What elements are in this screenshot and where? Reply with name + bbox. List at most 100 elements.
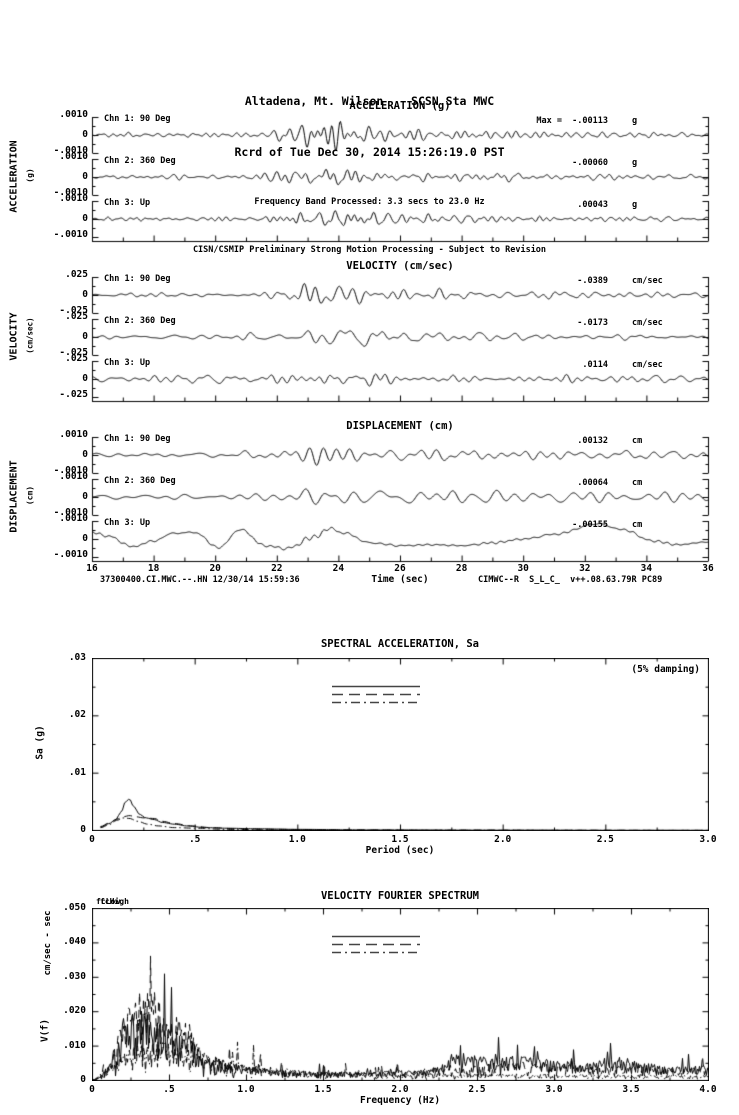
x-tick: 0: [89, 834, 95, 845]
y-tick: -.0010: [53, 465, 88, 476]
peak-value: .00132: [430, 436, 608, 446]
peak-unit: g: [632, 158, 638, 168]
legend-row: Chn 1: 90 Deg: [330, 926, 422, 938]
legend-row: Chn 2: 360 Deg: [330, 684, 422, 696]
y-tick: -.0010: [53, 145, 88, 156]
legend-row: Chn 2: 360 Deg: [330, 934, 422, 946]
sa-ylabel: Sa (g): [34, 725, 46, 760]
y-tick: -.0010: [53, 229, 88, 240]
x-tick: 3.0: [545, 1084, 563, 1095]
y-tick: .0010: [59, 429, 88, 440]
channel-label: Chn 3: Up: [104, 198, 151, 208]
velocity-waveforms-canvas: [88, 274, 712, 408]
y-tick: .02: [68, 709, 86, 720]
y-tick: -.0010: [53, 187, 88, 198]
displacement-title: DISPLACEMENT (cm): [346, 420, 454, 432]
channel-label: Chn 3: Up: [104, 518, 151, 528]
peak-number: .00043: [577, 200, 608, 210]
x-tick: 2.0: [494, 834, 512, 845]
y-tick: .01: [68, 767, 86, 778]
peak-prefix: Max =: [536, 116, 573, 126]
y-tick: .025: [65, 269, 88, 280]
y-tick: .030: [63, 970, 86, 982]
legend-row: Chn 1: 90 Deg: [330, 676, 422, 688]
legend-line-solid: [332, 685, 420, 688]
peak-unit: cm/sec: [632, 318, 663, 328]
channel-label: Chn 2: 360 Deg: [104, 316, 176, 326]
peak-value: .0114: [430, 360, 608, 370]
fc-low-marker: fcLow: [96, 897, 121, 906]
legend-line-dashdot: [332, 951, 420, 954]
peak-unit: cm/sec: [632, 276, 663, 286]
y-tick: 0: [80, 824, 86, 835]
time-tick: 24: [332, 563, 345, 574]
y-tick: .0010: [59, 109, 88, 120]
time-tick: 20: [209, 563, 221, 574]
legend-row: Chn 3: Up: [330, 692, 422, 704]
y-tick: 0: [82, 533, 88, 544]
peak-unit: cm/sec: [632, 360, 663, 370]
x-tick: 2.0: [391, 1084, 409, 1095]
peak-value: -.0389: [430, 276, 608, 286]
y-tick: .0010: [59, 151, 88, 162]
x-tick: 0: [89, 1084, 95, 1095]
time-tick: 36: [702, 563, 714, 574]
y-tick: .03: [68, 652, 86, 663]
y-tick: .0010: [59, 471, 88, 482]
time-axis-label: Time (sec): [371, 574, 429, 585]
time-tick: 34: [640, 563, 653, 574]
sa-title: SPECTRAL ACCELERATION, Sa: [320, 638, 480, 650]
y-tick: 0: [82, 491, 88, 502]
peak-number: -.0389: [577, 276, 608, 286]
x-tick: 1.0: [237, 1084, 255, 1095]
fourier-xlabel: Frequency (Hz): [359, 1095, 441, 1106]
y-tick: .025: [65, 311, 88, 322]
acceleration-side-label: ACCELERATION: [8, 140, 20, 213]
channel-label: Chn 1: 90 Deg: [104, 274, 171, 284]
peak-value: -.00155: [430, 520, 608, 530]
x-tick: 1.5: [314, 1084, 332, 1095]
peak-number: -.00155: [572, 520, 608, 530]
acceleration-title: ACCELERATION (g): [349, 100, 451, 112]
damping-annotation: (5% damping): [631, 664, 700, 675]
legend-row: Chn 3: Up: [330, 942, 422, 954]
peak-value: -.00060: [430, 158, 608, 168]
fourier-title: VELOCITY FOURIER SPECTRUM: [320, 890, 480, 902]
legend-line-dash: [332, 943, 420, 946]
legend-line-dash: [332, 693, 420, 696]
time-tick: 28: [455, 563, 468, 574]
peak-number: .0114: [582, 360, 608, 370]
y-tick: -.025: [59, 389, 88, 400]
legend-line-dashdot: [332, 701, 420, 704]
velocity-title: VELOCITY (cm/sec): [346, 260, 454, 272]
fc-high-marker: fcHigh: [100, 897, 129, 906]
time-tick: 18: [147, 563, 160, 574]
y-tick: .010: [63, 1039, 86, 1051]
peak-number: .00064: [577, 478, 608, 488]
peak-value: Max = -.00113: [430, 116, 608, 126]
channel-label: Chn 1: 90 Deg: [104, 434, 171, 444]
y-tick: -.025: [59, 347, 88, 358]
channel-label: Chn 2: 360 Deg: [104, 156, 176, 166]
peak-unit: cm: [632, 520, 643, 530]
channel-label: Chn 3: Up: [104, 358, 151, 368]
x-tick: 4.0: [699, 1084, 717, 1095]
peak-number: .00132: [577, 436, 608, 446]
y-tick: 0: [82, 449, 88, 460]
peak-value: .00064: [430, 478, 608, 488]
time-tick: 32: [579, 563, 591, 574]
peak-unit: g: [632, 200, 638, 210]
velocity-side-label: VELOCITY: [8, 312, 20, 361]
x-tick: .5: [163, 1084, 175, 1095]
peak-number: -.0173: [577, 318, 608, 328]
y-tick: 0: [82, 373, 88, 384]
y-tick: 0: [82, 129, 88, 140]
x-tick: 3.0: [699, 834, 717, 845]
x-tick: 3.5: [622, 1084, 640, 1095]
channel-label: Chn 1: 90 Deg: [104, 114, 171, 124]
y-tick: 0: [82, 331, 88, 342]
y-tick: 0: [82, 213, 88, 224]
x-tick: 2.5: [468, 1084, 486, 1095]
legend-line-solid: [332, 935, 420, 938]
